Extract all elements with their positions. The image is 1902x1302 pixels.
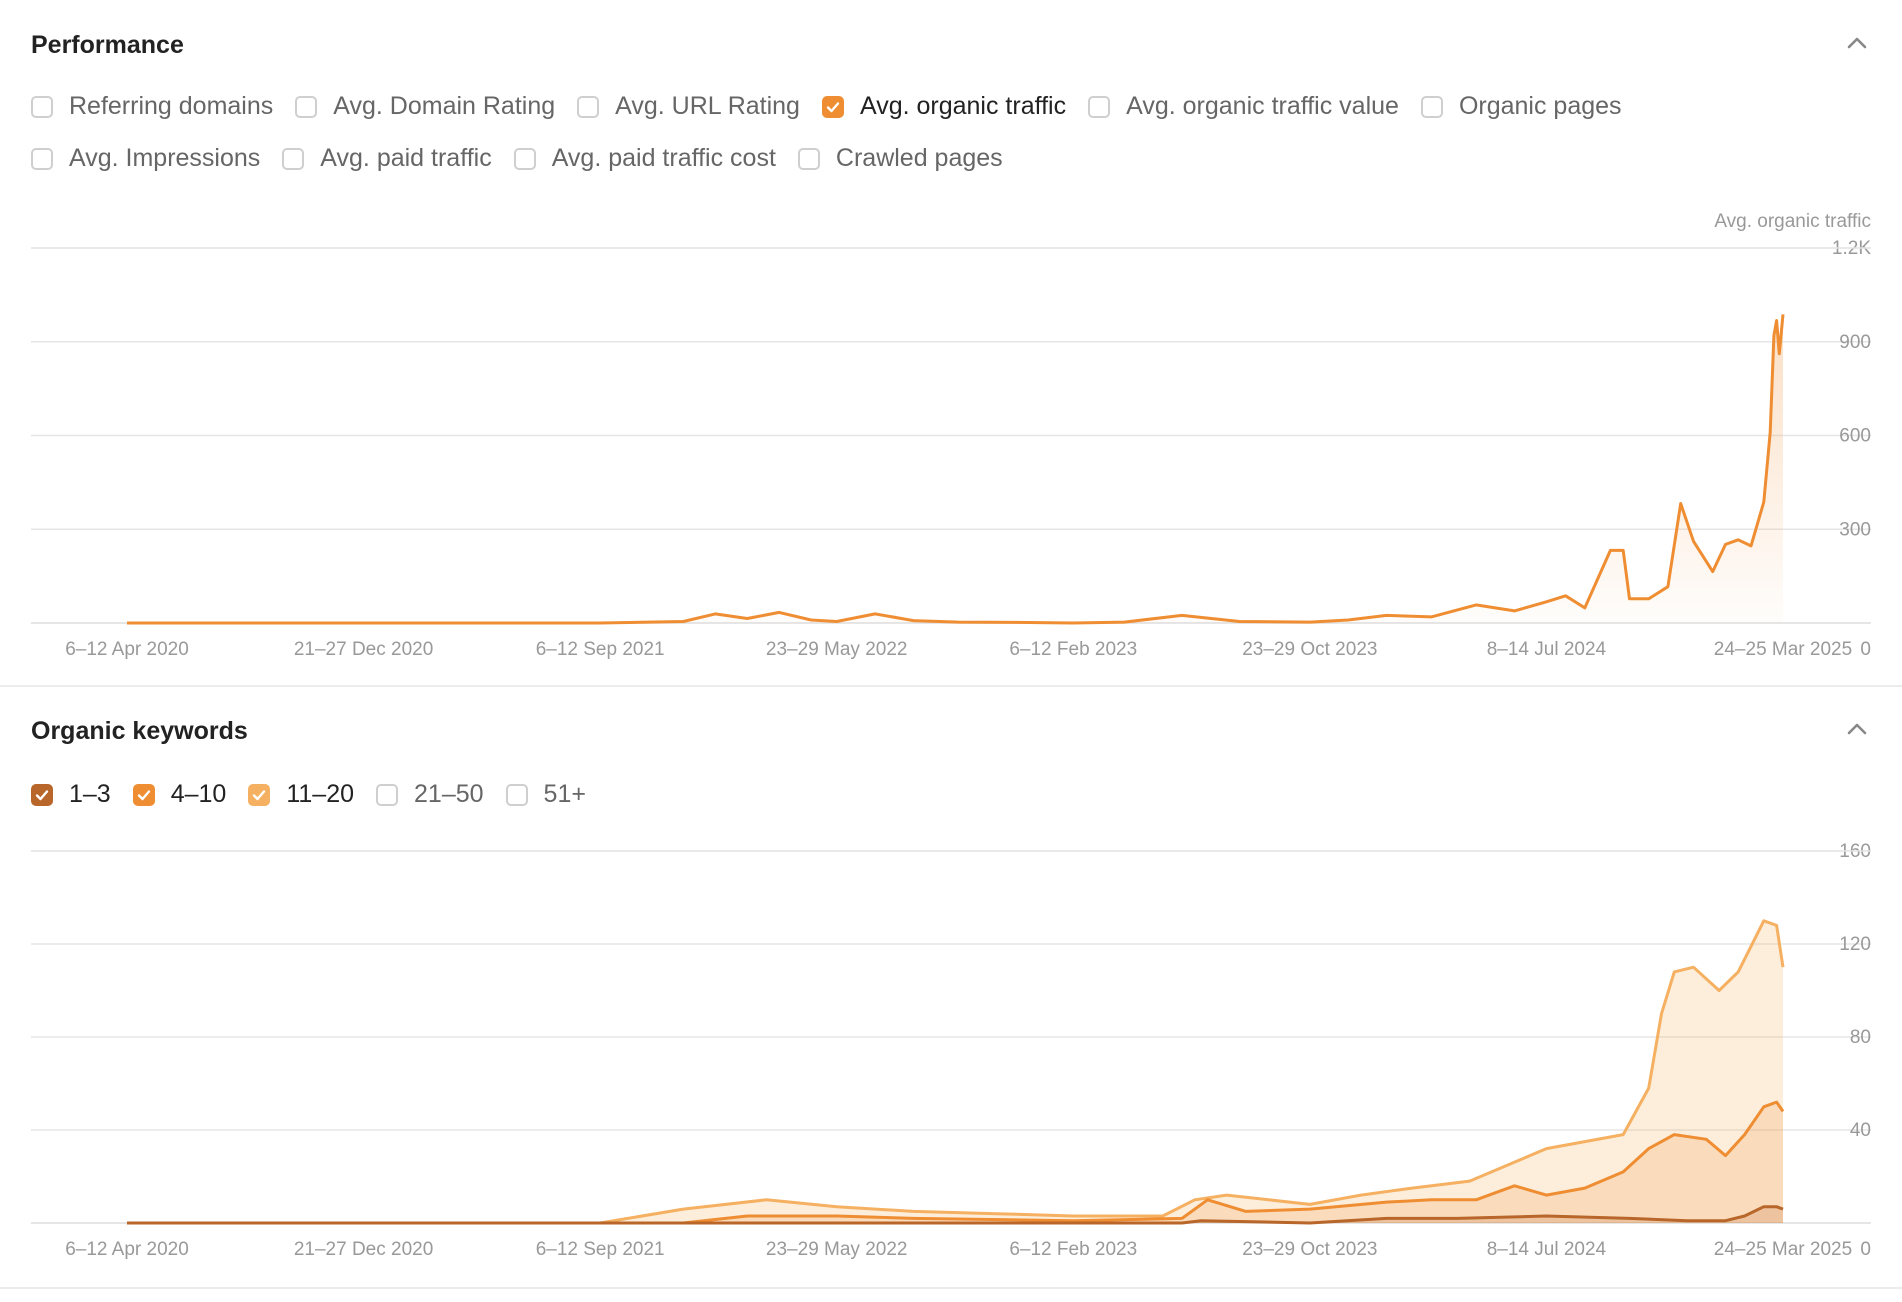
keywords-area-4-10 <box>127 1102 1783 1223</box>
keyword-position-filters: 1–3 4–10 11–20 21–50 51+ <box>31 780 608 809</box>
x-tick-label: 8–14 Jul 2024 <box>1487 1239 1607 1260</box>
x-tick-label: 24–25 Mar 2025 <box>1714 639 1852 660</box>
checkbox-avg-impressions[interactable]: Avg. Impressions <box>31 144 260 173</box>
y-tick-label: 80 <box>1850 1027 1871 1048</box>
y-tick-label: 600 <box>1839 426 1871 447</box>
performance-title: Performance <box>31 31 184 59</box>
checkbox-referring-domains[interactable]: Referring domains <box>31 92 273 121</box>
checkbox-label: 11–20 <box>286 780 355 808</box>
y-tick-label: 900 <box>1839 332 1871 353</box>
checkbox-avg-organic-traffic-value[interactable]: Avg. organic traffic value <box>1088 92 1399 121</box>
chevron-up-icon <box>1847 723 1867 735</box>
organic-keywords-panel: Organic keywords 1–3 4–10 11–20 21–50 51+ 0 4… <box>0 687 1902 1289</box>
x-tick-label: 6–12 Feb 2023 <box>1009 1239 1137 1260</box>
checkbox-label: Avg. Impressions <box>69 144 261 172</box>
checkbox-51[interactable]: 51+ <box>505 780 586 809</box>
checkbox-label: 51+ <box>543 780 586 808</box>
organic-traffic-line[interactable] <box>127 314 1785 625</box>
x-tick-label: 24–25 Mar 2025 <box>1714 1239 1852 1260</box>
performance-metrics-row-2: Avg. Impressions Avg. paid traffic Avg. pa… <box>31 144 1025 173</box>
x-tick-label: 6–12 Sep 2021 <box>536 1239 665 1260</box>
checkbox-avg-domain-rating[interactable]: Avg. Domain Rating <box>295 92 555 121</box>
checkbox-label: Avg. paid traffic cost <box>551 144 776 172</box>
x-tick-label: 6–12 Apr 2020 <box>65 1239 189 1260</box>
performance-metrics-row-1: Referring domains Avg. Domain Rating Avg. … <box>31 92 1644 121</box>
keywords-line-11-20[interactable] <box>127 919 1785 1225</box>
x-tick-label: 6–12 Sep 2021 <box>536 639 665 660</box>
x-tick-label: 8–14 Jul 2024 <box>1487 639 1607 660</box>
keywords-area-1-3 <box>127 1206 1783 1223</box>
performance-panel: Performance Referring domains Avg. Domain… <box>0 28 1902 687</box>
checkbox-label: 4–10 <box>170 780 227 808</box>
y-tick-label: 120 <box>1839 934 1871 955</box>
checkbox-label: Referring domains <box>69 92 274 120</box>
performance-collapse-button[interactable] <box>1842 28 1872 58</box>
checkbox-label: Avg. paid traffic <box>320 144 492 172</box>
keywords-line-4-10[interactable] <box>127 1100 1785 1225</box>
checkbox-label: Avg. organic traffic value <box>1126 92 1399 120</box>
checkbox-empty-icon[interactable] <box>513 147 536 170</box>
checkbox-empty-icon[interactable] <box>31 95 53 118</box>
organic-traffic-area <box>127 314 1783 623</box>
x-tick-label: 23–29 May 2022 <box>766 1239 908 1260</box>
checkbox-organic-pages[interactable]: Organic pages <box>1420 92 1622 121</box>
keywords-area-11-20 <box>127 920 1783 1223</box>
series-legend-label: Avg. organic traffic <box>1714 211 1871 232</box>
checkbox-checked-icon[interactable] <box>132 783 155 806</box>
checkbox-empty-icon[interactable] <box>577 95 600 118</box>
checkbox-empty-icon[interactable] <box>282 147 305 170</box>
checkbox-empty-icon[interactable] <box>295 95 318 118</box>
checkbox-label: Avg. organic traffic <box>859 92 1067 120</box>
organic-keywords-title: Organic keywords <box>31 717 248 745</box>
checkbox-crawled-pages[interactable]: Crawled pages <box>797 144 1003 173</box>
checkbox-checked-icon[interactable] <box>31 783 53 806</box>
checkbox-empty-icon[interactable] <box>505 783 528 806</box>
checkbox-empty-icon[interactable] <box>1420 95 1443 118</box>
checkbox-21-50[interactable]: 21–50 <box>376 780 484 809</box>
checkbox-empty-icon[interactable] <box>797 147 820 170</box>
checkbox-label: 1–3 <box>69 780 111 808</box>
x-tick-label: 6–12 Apr 2020 <box>65 639 189 660</box>
checkbox-1-3[interactable]: 1–3 <box>31 780 111 809</box>
checkbox-label: Organic pages <box>1458 92 1622 120</box>
x-tick-label: 23–29 May 2022 <box>766 639 908 660</box>
y-tick-label: 0 <box>1860 1239 1871 1260</box>
checkbox-empty-icon[interactable] <box>31 147 53 170</box>
x-tick-label: 6–12 Feb 2023 <box>1009 639 1137 660</box>
chevron-up-icon <box>1847 37 1867 49</box>
x-tick-label: 23–29 Oct 2023 <box>1242 1239 1377 1260</box>
x-tick-label: 21–27 Dec 2020 <box>294 1239 433 1260</box>
checkbox-empty-icon[interactable] <box>376 783 399 806</box>
checkbox-avg-paid-traffic[interactable]: Avg. paid traffic <box>282 144 492 173</box>
checkbox-label: Avg. Domain Rating <box>333 92 556 120</box>
checkbox-empty-icon[interactable] <box>1088 95 1111 118</box>
y-tick-label: 0 <box>1860 639 1871 660</box>
checkbox-label: Avg. URL Rating <box>615 92 800 120</box>
checkbox-11-20[interactable]: 11–20 <box>248 780 354 809</box>
checkbox-avg-url-rating[interactable]: Avg. URL Rating <box>577 92 800 121</box>
checkbox-label: 21–50 <box>414 780 484 808</box>
checkbox-avg-organic-traffic[interactable]: Avg. organic traffic <box>821 92 1067 121</box>
y-tick-label: 300 <box>1839 519 1871 540</box>
checkbox-checked-icon[interactable] <box>821 95 844 118</box>
checkbox-avg-paid-traffic-cost[interactable]: Avg. paid traffic cost <box>513 144 776 173</box>
x-tick-label: 21–27 Dec 2020 <box>294 639 433 660</box>
checkbox-4-10[interactable]: 4–10 <box>132 780 227 809</box>
y-tick-label: 40 <box>1850 1120 1871 1141</box>
checkbox-label: Crawled pages <box>835 144 1003 172</box>
checkbox-checked-icon[interactable] <box>248 783 271 806</box>
x-tick-label: 23–29 Oct 2023 <box>1242 639 1377 660</box>
keywords-collapse-button[interactable] <box>1842 714 1872 744</box>
keywords-line-1-3[interactable] <box>127 1205 1784 1225</box>
